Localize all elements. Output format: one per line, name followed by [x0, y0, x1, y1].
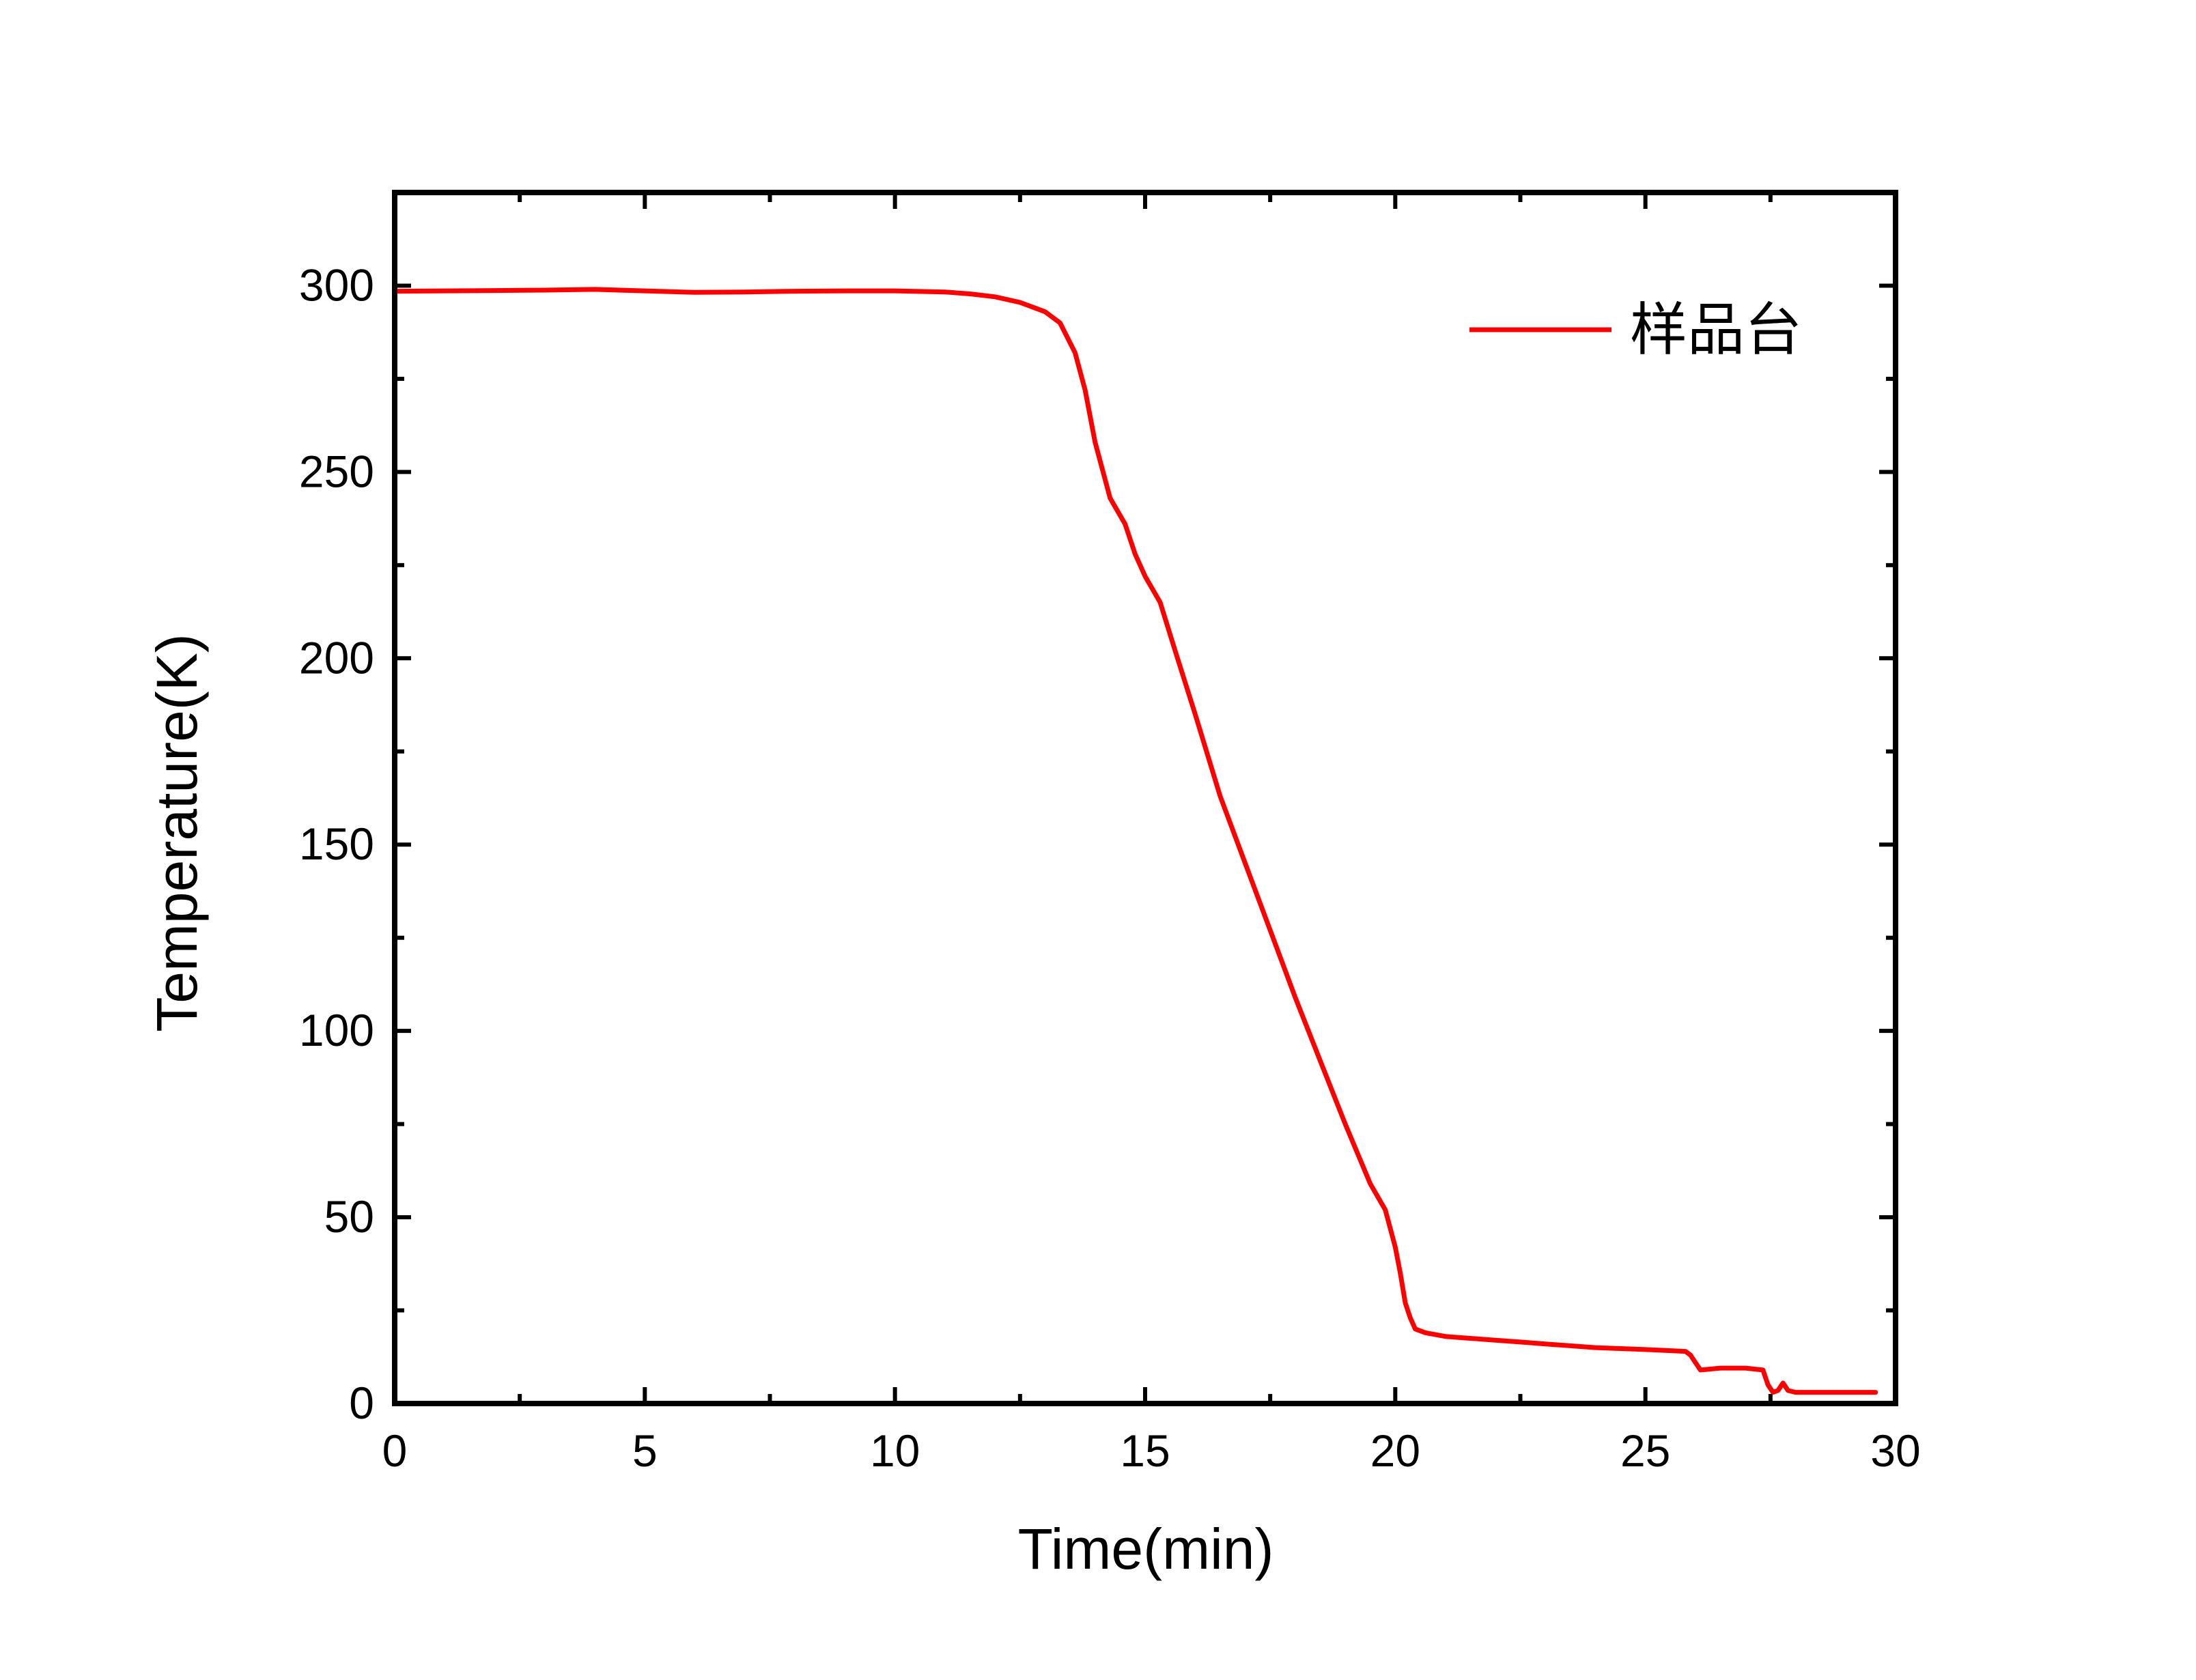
x-tick-label: 0 — [382, 1425, 408, 1476]
y-tick-label: 150 — [299, 818, 374, 869]
x-tick-label: 30 — [1870, 1425, 1920, 1476]
x-axis-title: Time(min) — [1018, 1517, 1274, 1581]
y-axis-title: Temperature(K) — [145, 633, 209, 1032]
x-tick-label: 10 — [870, 1425, 920, 1476]
legend: 样品台 — [1469, 296, 1802, 363]
x-tick-label: 25 — [1620, 1425, 1670, 1476]
x-tick-label: 15 — [1120, 1425, 1170, 1476]
y-tick-label: 100 — [299, 1005, 374, 1055]
legend-label: 样品台 — [1630, 296, 1802, 363]
y-tick-label: 200 — [299, 632, 374, 683]
x-tick-label: 5 — [632, 1425, 658, 1476]
y-tick-label: 50 — [324, 1191, 374, 1242]
y-tick-label: 250 — [299, 446, 374, 496]
y-tick-label: 300 — [299, 259, 374, 310]
plot-frame — [392, 190, 1898, 1406]
y-tick-label: 0 — [349, 1378, 374, 1428]
x-tick-label: 20 — [1370, 1425, 1420, 1476]
series-line-sample-stage — [392, 287, 1878, 1395]
